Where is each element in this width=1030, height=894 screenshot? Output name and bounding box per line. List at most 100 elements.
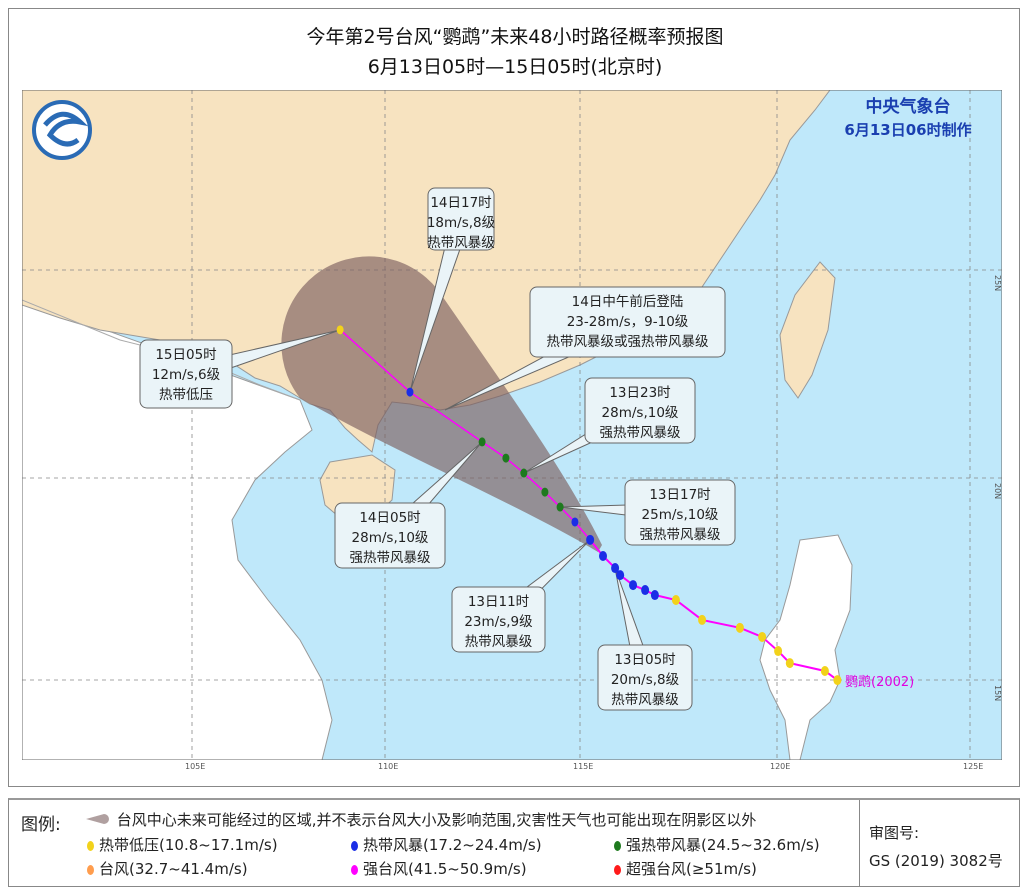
lon-label-120: 120E — [770, 762, 791, 771]
past-track-point — [586, 534, 595, 545]
lat-label-15: 15N — [993, 685, 1002, 701]
title-line1: 今年第2号台风“鹦鹉”未来48小时路径概率预报图 — [306, 26, 724, 48]
callout-box — [427, 187, 495, 251]
past-track-point — [599, 551, 608, 562]
forecast-track-point — [571, 517, 579, 527]
lon-label-105: 105E — [185, 762, 206, 771]
approval-label: 审图号: — [869, 824, 920, 842]
past-track-point — [641, 585, 650, 596]
past-track-point — [833, 675, 842, 686]
dot-icon — [351, 840, 358, 851]
lon-label-110: 110E — [378, 762, 399, 771]
dot-icon — [614, 840, 621, 851]
lon-label-115: 115E — [573, 762, 594, 771]
callout-text: 20m/s,8级 — [611, 672, 680, 688]
past-track-point — [785, 658, 794, 669]
callout-text: 热带风暴级 — [611, 692, 679, 708]
forecast-track-point — [556, 502, 564, 512]
callout-text: 13日17时 — [649, 487, 710, 503]
probability-cone — [281, 256, 602, 552]
callout-box — [529, 286, 726, 358]
callout-box — [334, 502, 446, 569]
callout-box — [139, 339, 233, 409]
legend-item-td: 热带低压(10.8~17.1m/s) — [87, 834, 278, 855]
legend-title: 图例: — [21, 815, 61, 835]
issue-time: 6月13日06时制作 — [844, 121, 971, 139]
dot-icon — [351, 864, 358, 875]
callout-text: 28m/s,10级 — [602, 405, 679, 421]
callout-text: 强热带风暴级 — [350, 550, 431, 566]
callout-text: 12m/s,6级 — [152, 367, 221, 383]
callout-box — [584, 377, 696, 444]
past-track-point — [611, 563, 620, 574]
forecast-track-point — [406, 387, 414, 397]
callout-text: 热带风暴级或强热带风暴级 — [547, 334, 709, 350]
forecast-track-point — [541, 487, 549, 497]
past-track-point — [758, 631, 767, 642]
cone-swatch-icon — [86, 814, 109, 824]
callout-text: 25m/s,10级 — [642, 507, 719, 523]
luzon-island — [759, 534, 853, 760]
past-track-point — [616, 570, 625, 581]
callout-text: 14日中午前后登陆 — [572, 293, 684, 310]
dot-icon — [87, 840, 94, 851]
typhoon-name-label: 鹦鹉(2002) — [845, 675, 914, 690]
dot-icon — [614, 864, 621, 875]
indochina-land — [22, 299, 333, 760]
legend-label: 台风(32.7~41.4m/s) — [99, 860, 248, 878]
callout-text: 14日05时 — [359, 510, 420, 526]
past-track-point — [774, 646, 783, 657]
callout-text: 强热带风暴级 — [640, 527, 721, 543]
callout-text: 14日17时 — [430, 195, 491, 211]
legend-label: 强热带风暴(24.5~32.6m/s) — [626, 836, 820, 854]
callout-box — [624, 479, 736, 546]
lat-label-25: 25N — [993, 275, 1002, 291]
forecast-track-point — [502, 453, 510, 463]
approval-number: GS (2019) 3082号 — [869, 852, 1003, 870]
past-track-point — [698, 614, 707, 625]
callout-text: 13日23时 — [609, 385, 670, 401]
past-track-point — [671, 595, 680, 606]
lat-label-20: 20N — [993, 483, 1002, 499]
legend-cone: 台风中心未来可能经过的区域,并不表示台风大小及影响范围,灾害性天气也可能出现在阴… — [84, 809, 756, 830]
forecast-track-point — [336, 325, 344, 335]
taiwan-island — [779, 261, 836, 399]
past-track-point — [650, 590, 659, 601]
legend: 图例: 台风中心未来可能经过的区域,并不表示台风大小及影响范围,灾害性天气也可能… — [8, 798, 1020, 887]
legend-item-super: 超强台风(≥51m/s) — [614, 858, 757, 879]
legend-item-sty: 强台风(41.5~50.9m/s) — [351, 858, 527, 879]
forecast-track-point — [520, 468, 528, 478]
typhoon-map: 中央气象台 6月13日06时制作 25N 20N 15N 14日17时 18m/s… — [22, 90, 1002, 760]
callout-text: 23-28m/s，9-10级 — [567, 314, 689, 330]
legend-item-ty: 台风(32.7~41.4m/s) — [87, 858, 248, 879]
lon-label-125: 125E — [963, 762, 984, 771]
legend-cone-text: 台风中心未来可能经过的区域,并不表示台风大小及影响范围,灾害性天气也可能出现在阴… — [116, 811, 757, 829]
callout-box — [597, 644, 693, 711]
title-line2: 6月13日05时—15日05时(北京时) — [367, 56, 663, 78]
callout-text: 热带风暴级 — [465, 634, 533, 650]
past-track-point — [735, 622, 744, 633]
past-track-point — [629, 580, 638, 591]
legend-label: 强台风(41.5~50.9m/s) — [363, 860, 527, 878]
callout-text: 热带风暴级 — [427, 235, 495, 251]
callout-text: 28m/s,10级 — [352, 530, 429, 546]
callout-text: 13日05时 — [614, 652, 675, 668]
callout-text: 热带低压 — [159, 387, 213, 403]
callout-text: 强热带风暴级 — [600, 425, 681, 441]
legend-label: 超强台风(≥51m/s) — [626, 860, 757, 878]
figure-frame — [8, 8, 1020, 787]
legend-item-ts: 热带风暴(17.2~24.4m/s) — [351, 834, 542, 855]
agency-name: 中央气象台 — [866, 96, 951, 117]
callout-text: 15日05时 — [155, 347, 216, 363]
callout-text: 23m/s,9级 — [464, 614, 533, 630]
dot-icon — [87, 864, 94, 875]
callout-box — [451, 586, 546, 653]
legend-item-sts: 强热带风暴(24.5~32.6m/s) — [614, 834, 820, 855]
